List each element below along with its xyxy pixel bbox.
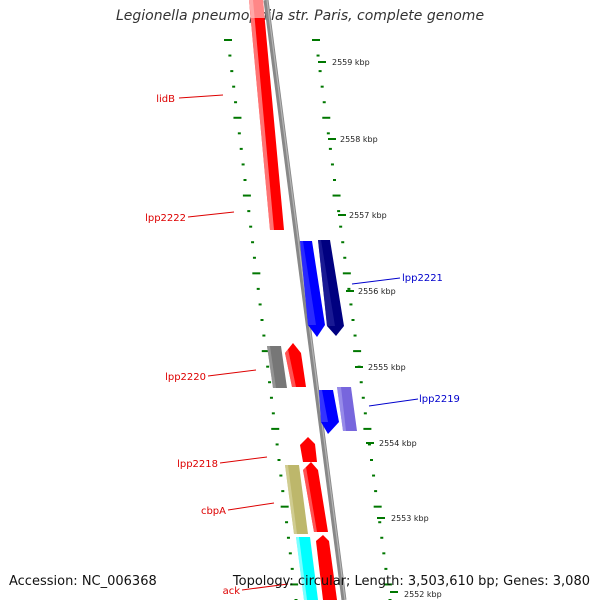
kbp-label-2556: 2556 kbp [358, 287, 396, 296]
kbp-label-2552: 2552 kbp [404, 590, 442, 599]
gene-label-lpp2220[interactable]: lpp2220 [165, 372, 206, 383]
gene-label-lpp2221[interactable]: lpp2221 [402, 273, 443, 284]
gene-ack-cyan[interactable] [296, 537, 318, 600]
tick-dots-inner [312, 39, 392, 600]
gene-lpp2221b[interactable] [318, 240, 344, 336]
kbp-label-2555: 2555 kbp [368, 363, 406, 372]
kbp-scale: 2559 kbp 2558 kbp 2557 kbp 2556 kbp 2555… [318, 58, 442, 599]
gene-label-lpp2219[interactable]: lpp2219 [419, 394, 460, 405]
gene-label-lpp2218[interactable]: lpp2218 [177, 459, 218, 470]
kbp-label-2557: 2557 kbp [349, 211, 387, 220]
gene-label-lidB[interactable]: lidB [156, 94, 175, 105]
gene-cbpA-red[interactable] [303, 462, 328, 532]
gene-lidB[interactable] [249, 0, 284, 230]
gene-label-ack[interactable]: ack [223, 586, 241, 597]
gene-label-cbpA[interactable]: cbpA [201, 506, 226, 517]
kbp-label-2559: 2559 kbp [332, 58, 370, 67]
gene-lpp2220-gray[interactable] [267, 346, 287, 388]
gene-lpp2218[interactable] [300, 437, 317, 462]
genome-summary-text: Topology: circular; Length: 3,503,610 bp… [232, 574, 590, 589]
gene-label-lpp2222[interactable]: lpp2222 [145, 213, 186, 224]
map-title: Legionella pneumophila str. Paris, compl… [115, 8, 485, 24]
gene-ack-red[interactable] [316, 535, 337, 600]
label-leaders [178, 94, 419, 591]
gene-lpp2219a[interactable] [319, 390, 339, 434]
accession-text: Accession: NC_006368 [9, 574, 157, 589]
gene-lpp2221a[interactable] [300, 241, 325, 337]
kbp-label-2554: 2554 kbp [379, 439, 417, 448]
gene-labels: lidB lpp2222 lpp2221 lpp2220 lpp2219 lpp… [145, 94, 460, 597]
backbone-line [263, 0, 347, 600]
gene-lpp2220-red[interactable] [285, 343, 306, 387]
gene-lpp2219b[interactable] [337, 387, 357, 431]
kbp-label-2558: 2558 kbp [340, 135, 378, 144]
kbp-label-2553: 2553 kbp [391, 514, 429, 523]
gene-cbpA-khaki[interactable] [285, 465, 308, 534]
